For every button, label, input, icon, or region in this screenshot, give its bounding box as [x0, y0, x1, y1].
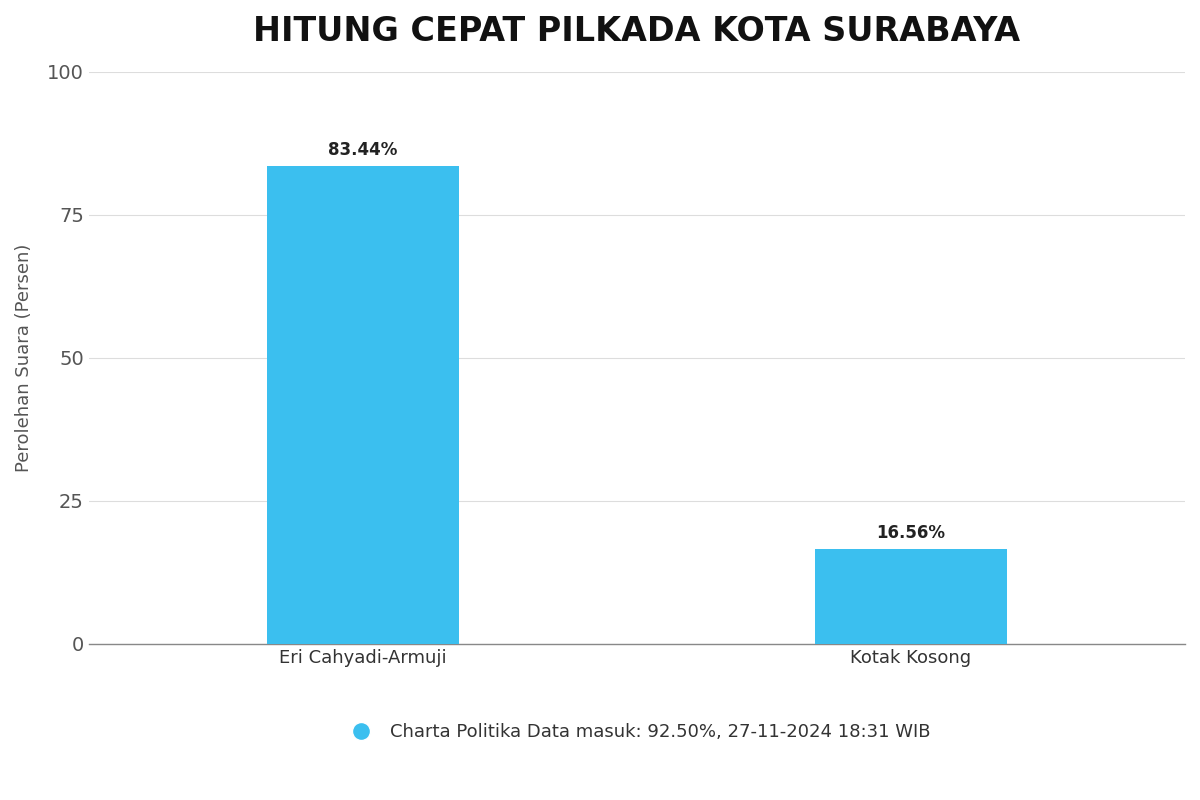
Bar: [815, 549, 1007, 644]
Y-axis label: Perolehan Suara (Persen): Perolehan Suara (Persen): [14, 243, 34, 472]
Text: 16.56%: 16.56%: [876, 524, 946, 542]
Title: HITUNG CEPAT PILKADA KOTA SURABAYA: HITUNG CEPAT PILKADA KOTA SURABAYA: [253, 15, 1020, 48]
Legend: Charta Politika Data masuk: 92.50%, 27-11-2024 18:31 WIB: Charta Politika Data masuk: 92.50%, 27-1…: [336, 716, 937, 748]
Bar: [266, 166, 458, 644]
Text: 83.44%: 83.44%: [328, 142, 397, 159]
